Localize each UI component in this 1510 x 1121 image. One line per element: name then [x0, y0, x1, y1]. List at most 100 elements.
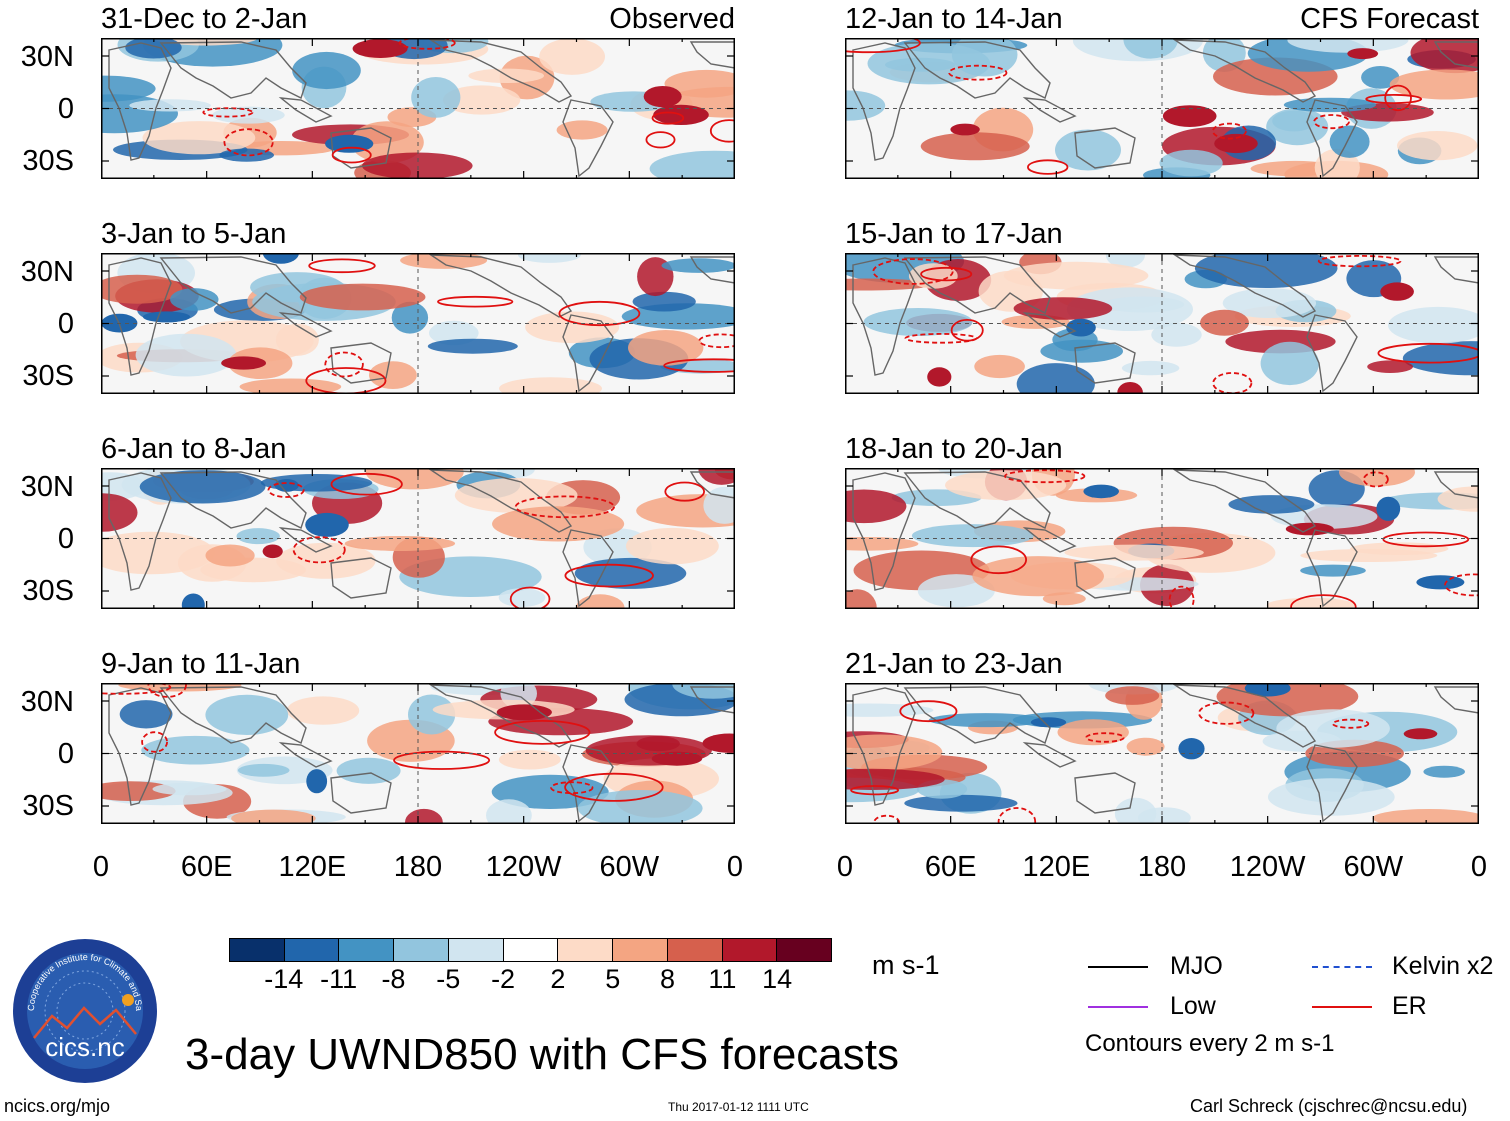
wind-shade-core	[1376, 496, 1401, 521]
coastline	[159, 256, 307, 314]
lon-label: 120W	[1229, 851, 1306, 883]
colorbar-tick-label: 11	[708, 964, 737, 994]
er-contour	[948, 64, 1008, 81]
map-panel	[845, 683, 1479, 824]
wind-anomaly-map	[845, 683, 1479, 824]
wind-shade-core	[496, 704, 552, 721]
wind-shade-blob	[1339, 468, 1415, 487]
lat-label: 0	[57, 523, 74, 555]
wind-shade-blob	[845, 489, 907, 524]
footer-timestamp: Thu 2017-01-12 1111 UTC	[668, 1100, 809, 1114]
coastline	[1433, 471, 1479, 499]
legend-label-er: ER	[1392, 992, 1427, 1020]
wind-shade-blob	[945, 470, 1067, 501]
wind-shade-blob	[101, 531, 215, 575]
wind-anomaly-map	[101, 468, 735, 609]
er-contour	[1212, 372, 1253, 394]
lon-label: 60W	[599, 851, 660, 883]
wind-shade-blob	[972, 556, 1104, 597]
coastline	[330, 342, 392, 384]
coastline	[689, 256, 735, 284]
er-contour	[651, 111, 685, 125]
map-panel	[101, 468, 735, 609]
coastline	[428, 684, 573, 748]
er-contour	[437, 295, 514, 308]
wind-shade-core	[262, 253, 299, 264]
wind-shade-blob	[517, 253, 581, 263]
coastline	[159, 41, 307, 99]
main-title: 3-day UWND850 with CFS forecasts	[185, 1030, 899, 1079]
coastline	[689, 686, 735, 714]
lat-label: 0	[57, 93, 74, 125]
wind-anomaly-map	[845, 468, 1479, 609]
legend-line-mjo	[1088, 966, 1148, 968]
wind-shade-blob	[1267, 778, 1395, 816]
map-panel	[101, 683, 735, 824]
er-contour	[899, 700, 958, 723]
wind-shade-blob	[1266, 597, 1356, 609]
colorbar-tick-label: -14	[264, 964, 304, 994]
er-contour	[645, 131, 676, 149]
wind-anomaly-map	[101, 683, 735, 824]
wind-shade-blob	[1200, 309, 1249, 336]
panel-title: 18-Jan to 20-Jan	[845, 433, 1063, 465]
er-contour	[330, 472, 403, 496]
panel-title: 9-Jan to 11-Jan	[101, 648, 301, 680]
wind-shade-core	[1416, 575, 1465, 590]
panel-tag: CFS Forecast	[1300, 3, 1479, 35]
wind-shade-blob	[101, 493, 138, 532]
coastline	[1074, 127, 1136, 169]
coastline	[689, 41, 735, 69]
coastline	[903, 256, 1051, 314]
wind-shade-blob	[1016, 363, 1095, 394]
wind-shade-blob	[170, 288, 219, 311]
wind-shade-blob	[577, 790, 703, 824]
wind-shade-blob	[1138, 807, 1191, 824]
er-contour	[1384, 84, 1412, 112]
wind-shade-blob	[299, 283, 426, 311]
er-contour	[558, 300, 641, 327]
colorbar	[229, 938, 832, 962]
wind-shade-core	[306, 769, 328, 794]
wind-shade-blob	[219, 148, 274, 162]
wind-shade-blob	[499, 377, 602, 394]
er-contour	[202, 107, 254, 118]
wind-shade-core	[262, 544, 283, 559]
wind-shade-core	[1178, 738, 1205, 760]
er-contour	[223, 128, 274, 157]
wind-shade-core	[142, 311, 191, 323]
wind-shade-core	[1380, 282, 1414, 301]
wind-shade-blob	[649, 150, 735, 179]
map-panel	[845, 253, 1479, 394]
footer-left[interactable]: ncics.org/mjo	[4, 1096, 111, 1116]
coastline	[903, 471, 1051, 529]
wind-shade-blob	[205, 544, 255, 567]
wind-anomaly-map	[845, 253, 1479, 394]
lon-label: 0	[92, 851, 110, 883]
lon-label: 120W	[485, 851, 562, 883]
wind-shade-blob	[152, 782, 227, 796]
wind-shade-core	[702, 733, 735, 753]
lat-label: 30N	[20, 256, 74, 288]
wind-shade-blob	[1329, 125, 1370, 158]
lon-label: 180	[1137, 851, 1187, 883]
panel-title: 21-Jan to 23-Jan	[845, 648, 1063, 680]
wind-shade-blob	[1361, 66, 1400, 89]
wind-shade-core	[1066, 318, 1096, 337]
er-contour	[1198, 701, 1255, 725]
colorbar-tick-label: 2	[550, 964, 566, 994]
wind-shade-blob	[442, 85, 521, 115]
wind-shade-core	[927, 367, 952, 387]
colorbar-tick-label: -2	[491, 964, 516, 994]
colorbar-tick-label: 5	[605, 964, 621, 994]
wind-shade-core	[274, 479, 299, 492]
coastline	[1306, 744, 1358, 823]
coastline	[428, 254, 573, 318]
er-contour	[970, 545, 1027, 575]
wind-shade-blob	[237, 763, 290, 777]
wind-shade-blob	[391, 301, 429, 334]
wind-shade-blob	[1397, 131, 1478, 161]
er-contour	[1363, 471, 1389, 488]
legend-label-mjo: MJO	[1170, 952, 1223, 980]
wind-shade-blob	[498, 749, 561, 770]
